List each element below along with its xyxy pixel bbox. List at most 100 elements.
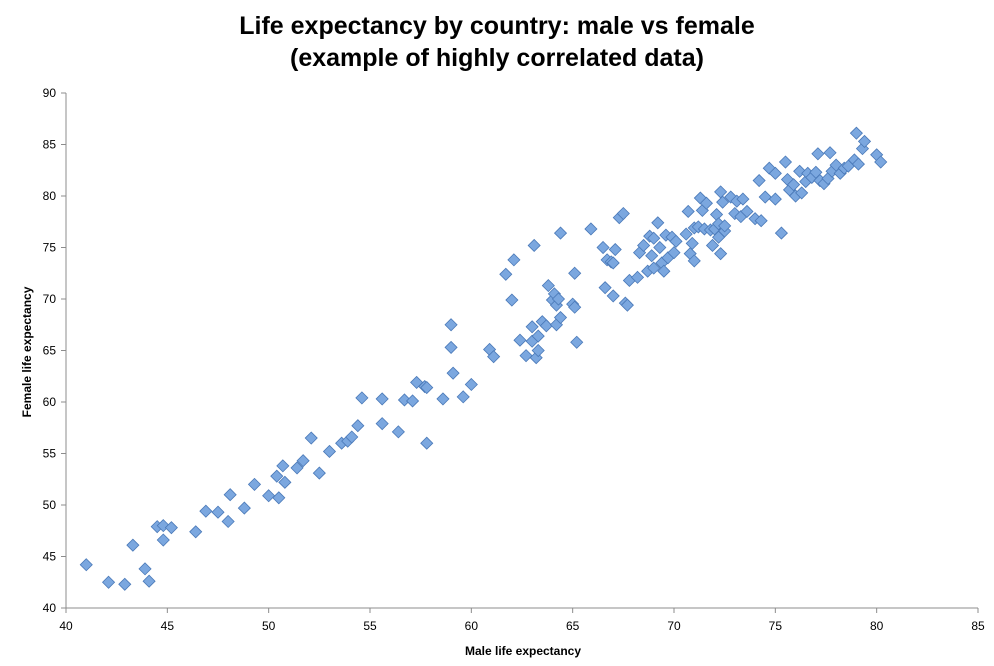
data-point — [420, 436, 434, 450]
data-point — [553, 226, 568, 240]
x-tick-label: 75 — [769, 619, 783, 633]
data-point — [768, 166, 782, 180]
y-tick-label: 50 — [43, 498, 57, 512]
data-point — [568, 266, 582, 280]
data-point — [716, 195, 730, 209]
y-tick-label: 40 — [43, 601, 57, 615]
data-point — [608, 242, 622, 257]
data-point — [657, 264, 671, 278]
data-point — [405, 394, 420, 408]
data-point — [505, 293, 519, 307]
data-point — [667, 246, 681, 260]
data-point — [584, 222, 598, 236]
data-point — [237, 501, 251, 515]
data-point — [705, 238, 720, 253]
data-point — [444, 318, 458, 332]
data-point — [616, 206, 630, 221]
data-point — [630, 270, 645, 284]
data-point — [795, 186, 809, 200]
data-point — [539, 319, 553, 333]
data-point — [647, 231, 661, 245]
x-tick-label: 45 — [161, 619, 175, 633]
data-point — [375, 392, 389, 406]
data-point — [553, 310, 568, 325]
data-points — [79, 126, 888, 591]
data-point — [211, 505, 225, 519]
data-point — [768, 192, 782, 206]
data-point — [570, 335, 584, 349]
data-point — [464, 377, 478, 392]
y-tick-label: 75 — [43, 241, 57, 255]
data-point — [718, 219, 732, 233]
data-point — [714, 247, 728, 261]
data-point — [647, 261, 661, 275]
data-point — [606, 256, 620, 270]
data-point — [126, 538, 140, 552]
data-point — [653, 240, 667, 255]
data-point — [397, 393, 412, 407]
data-point — [551, 292, 566, 306]
data-point — [499, 267, 513, 281]
data-point — [541, 279, 555, 293]
data-point — [752, 173, 766, 188]
data-point — [420, 381, 434, 395]
data-point — [519, 349, 533, 363]
data-point — [669, 234, 683, 248]
data-point — [223, 488, 237, 502]
data-point — [714, 185, 728, 199]
x-tick-label: 80 — [870, 619, 884, 633]
data-point — [247, 477, 262, 491]
x-tick-label: 70 — [667, 619, 681, 633]
data-point — [568, 300, 582, 314]
data-point — [296, 454, 310, 468]
data-point — [513, 333, 527, 347]
data-point — [456, 390, 470, 404]
data-point — [312, 466, 326, 480]
data-point — [693, 191, 707, 205]
data-point — [709, 207, 724, 222]
data-point — [322, 444, 337, 459]
y-axis-label: Female life expectancy — [20, 286, 34, 417]
data-point — [758, 190, 772, 204]
y-tick-label: 85 — [43, 138, 57, 152]
data-point — [199, 504, 213, 518]
y-tick-label: 70 — [43, 292, 57, 306]
data-point — [596, 240, 610, 255]
x-tick-label: 55 — [363, 619, 377, 633]
y-tick-label: 80 — [43, 189, 57, 203]
x-tick-label: 40 — [59, 619, 73, 633]
data-point — [525, 320, 539, 334]
data-point — [272, 491, 286, 505]
data-point — [699, 196, 713, 210]
data-point — [823, 146, 837, 160]
data-point — [527, 238, 541, 253]
data-point — [79, 558, 93, 572]
data-point — [531, 329, 545, 343]
data-point — [221, 514, 235, 529]
y-tick-label: 55 — [43, 447, 57, 461]
data-point — [262, 489, 276, 503]
data-point — [849, 126, 863, 140]
data-point — [351, 419, 365, 433]
data-point — [857, 134, 872, 148]
chart-title-line1: Life expectancy by country: male vs fema… — [239, 12, 755, 40]
y-tick-label: 65 — [43, 344, 57, 358]
x-axis-label: Male life expectancy — [465, 644, 581, 658]
data-point — [142, 574, 156, 588]
data-point — [290, 461, 304, 475]
data-point — [754, 214, 768, 228]
data-point — [740, 204, 754, 219]
data-point — [606, 289, 620, 303]
data-point — [529, 351, 543, 365]
data-point — [787, 178, 801, 192]
data-point — [487, 350, 501, 364]
data-point — [118, 577, 132, 591]
data-point — [598, 281, 612, 295]
data-point — [276, 459, 290, 473]
x-tick-label: 60 — [465, 619, 479, 633]
data-point — [811, 147, 825, 161]
data-point — [375, 417, 389, 431]
data-point — [637, 238, 651, 253]
data-point — [507, 253, 521, 267]
